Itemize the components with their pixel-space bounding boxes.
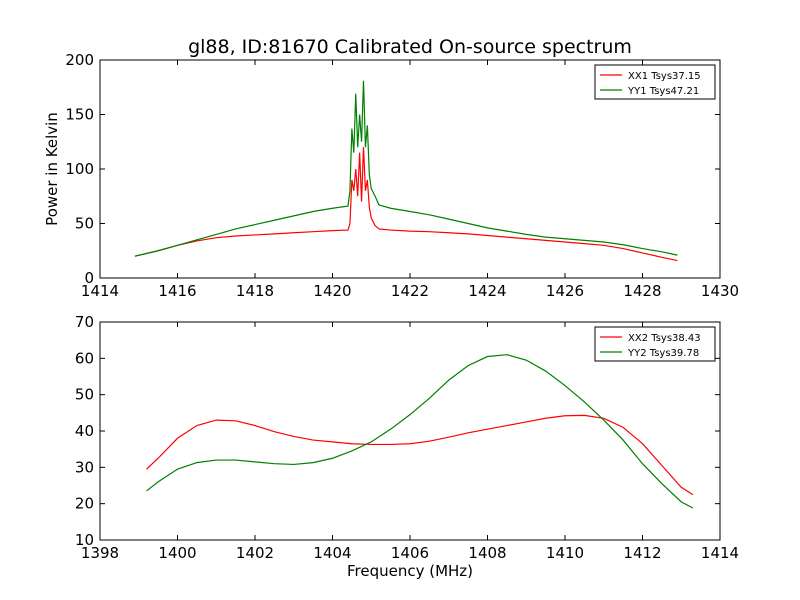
figure-title: gl88, ID:81670 Calibrated On-source spec… bbox=[188, 36, 632, 58]
top-plot: 1414 1416 1418 1420 1422 1424 1426 1428 1430 0 50 1… bbox=[65, 51, 739, 300]
bottom-x-tick-label: 1408 bbox=[468, 544, 506, 562]
x-axis-label: Frequency (MHz) bbox=[347, 562, 473, 580]
bottom-y-tick-label: 10 bbox=[75, 531, 94, 549]
top-legend-label-1: XX1 Tsys37.15 bbox=[628, 71, 701, 82]
bottom-legend-label-2: YY2 Tsys39.78 bbox=[627, 348, 699, 359]
top-plot-series bbox=[134, 80, 678, 262]
top-x-tick-label: 1430 bbox=[701, 282, 739, 300]
top-x-tick-label: 1416 bbox=[158, 282, 196, 300]
top-y-tick-label: 200 bbox=[65, 51, 94, 69]
bottom-x-tick-label: 1398 bbox=[81, 544, 119, 562]
top-y-tick-label: 50 bbox=[75, 215, 94, 233]
bottom-y-tick-label: 60 bbox=[75, 349, 94, 367]
bottom-plot-ticks: 1398 1400 1402 1404 1406 1408 1410 1412 1414 10 20… bbox=[75, 313, 739, 562]
bottom-y-tick-label: 70 bbox=[75, 313, 94, 331]
bottom-x-tick-label: 1400 bbox=[158, 544, 196, 562]
top-legend-box bbox=[594, 64, 716, 100]
top-plot-legend: XX1 Tsys37.15 YY1 Tsys47.21 bbox=[594, 64, 716, 100]
top-x-tick-label: 1428 bbox=[623, 282, 661, 300]
bottom-legend-box bbox=[594, 326, 716, 362]
top-y-tick-label: 0 bbox=[84, 269, 94, 287]
bottom-x-tick-label: 1410 bbox=[546, 544, 584, 562]
bottom-plot-legend: XX2 Tsys38.43 YY2 Tsys39.78 bbox=[594, 326, 716, 362]
top-plot-frame bbox=[99, 59, 721, 279]
top-plot-ticks: 1414 1416 1418 1420 1422 1424 1426 1428 1430 0 50 1… bbox=[65, 51, 739, 300]
bottom-series-line-1 bbox=[146, 414, 694, 496]
bottom-x-tick-label: 1412 bbox=[623, 544, 661, 562]
top-y-tick-label: 150 bbox=[65, 106, 94, 124]
bottom-y-tick-label: 40 bbox=[75, 422, 94, 440]
top-x-tick-label: 1414 bbox=[81, 282, 119, 300]
top-series-line-2 bbox=[134, 80, 678, 257]
top-x-tick-label: 1424 bbox=[468, 282, 506, 300]
bottom-plot-frame bbox=[99, 321, 721, 541]
top-x-tick-label: 1426 bbox=[546, 282, 584, 300]
bottom-x-tick-label: 1404 bbox=[313, 544, 351, 562]
bottom-plot: 1398 1400 1402 1404 1406 1408 1410 1412 1414 10 20… bbox=[75, 313, 739, 562]
top-y-tick-label: 100 bbox=[65, 160, 94, 178]
bottom-plot-series bbox=[146, 354, 694, 509]
bottom-y-tick-label: 30 bbox=[75, 458, 94, 476]
bottom-x-tick-label: 1414 bbox=[701, 544, 739, 562]
y-axis-label: Power in Kelvin bbox=[43, 112, 61, 226]
bottom-y-tick-label: 50 bbox=[75, 386, 94, 404]
bottom-legend-label-1: XX2 Tsys38.43 bbox=[628, 333, 701, 344]
bottom-series-line-2 bbox=[146, 354, 694, 509]
top-x-tick-label: 1420 bbox=[313, 282, 351, 300]
top-x-tick-label: 1422 bbox=[391, 282, 429, 300]
top-series-line-1 bbox=[134, 147, 678, 262]
top-legend-label-2: YY1 Tsys47.21 bbox=[627, 86, 699, 97]
bottom-x-tick-label: 1406 bbox=[391, 544, 429, 562]
top-x-tick-label: 1418 bbox=[236, 282, 274, 300]
bottom-x-tick-label: 1402 bbox=[236, 544, 274, 562]
bottom-y-tick-label: 20 bbox=[75, 495, 94, 513]
